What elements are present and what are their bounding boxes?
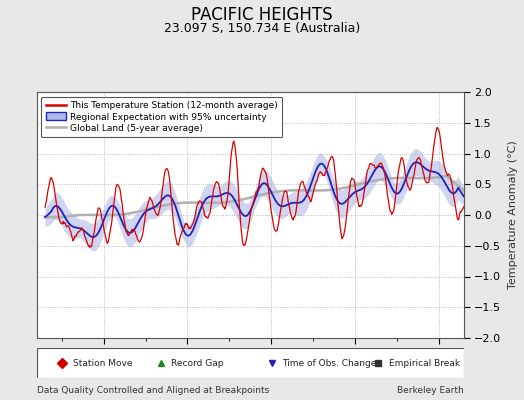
Text: Record Gap: Record Gap bbox=[171, 358, 224, 368]
Text: Time of Obs. Change: Time of Obs. Change bbox=[282, 358, 377, 368]
Text: Empirical Break: Empirical Break bbox=[389, 358, 460, 368]
Y-axis label: Temperature Anomaly (°C): Temperature Anomaly (°C) bbox=[508, 141, 518, 289]
Text: 23.097 S, 150.734 E (Australia): 23.097 S, 150.734 E (Australia) bbox=[164, 22, 360, 35]
Text: Berkeley Earth: Berkeley Earth bbox=[397, 386, 464, 395]
FancyBboxPatch shape bbox=[37, 348, 464, 378]
Legend: This Temperature Station (12-month average), Regional Expectation with 95% uncer: This Temperature Station (12-month avera… bbox=[41, 96, 282, 138]
Text: Data Quality Controlled and Aligned at Breakpoints: Data Quality Controlled and Aligned at B… bbox=[37, 386, 269, 395]
Text: PACIFIC HEIGHTS: PACIFIC HEIGHTS bbox=[191, 6, 333, 24]
Text: Station Move: Station Move bbox=[73, 358, 133, 368]
